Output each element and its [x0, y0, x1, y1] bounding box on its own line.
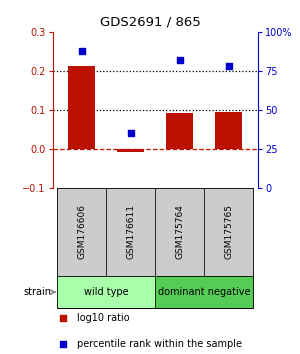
Point [60, 341, 65, 347]
Bar [155, 188, 204, 276]
Text: strain: strain [23, 287, 52, 297]
Point [60, 315, 65, 321]
Text: GSM176606: GSM176606 [77, 204, 86, 259]
Text: GSM175764: GSM175764 [175, 204, 184, 259]
Text: GSM176611: GSM176611 [126, 204, 135, 259]
Point [80, 48, 84, 53]
Bar [57, 188, 106, 276]
Bar [57, 276, 155, 308]
Bar [155, 276, 253, 308]
Bar [166, 113, 193, 149]
Bar [68, 66, 95, 149]
Point [177, 57, 182, 63]
Text: wild type: wild type [84, 287, 129, 297]
Point [128, 130, 133, 136]
Bar [106, 188, 155, 276]
Text: dominant negative: dominant negative [158, 287, 250, 297]
Text: percentile rank within the sample: percentile rank within the sample [77, 339, 242, 349]
Bar [117, 149, 144, 152]
Bar [215, 112, 242, 149]
Text: GDS2691 / 865: GDS2691 / 865 [100, 16, 200, 29]
Point [226, 63, 231, 69]
Text: GSM175765: GSM175765 [224, 204, 233, 259]
Text: log10 ratio: log10 ratio [77, 313, 130, 323]
Bar [204, 188, 253, 276]
